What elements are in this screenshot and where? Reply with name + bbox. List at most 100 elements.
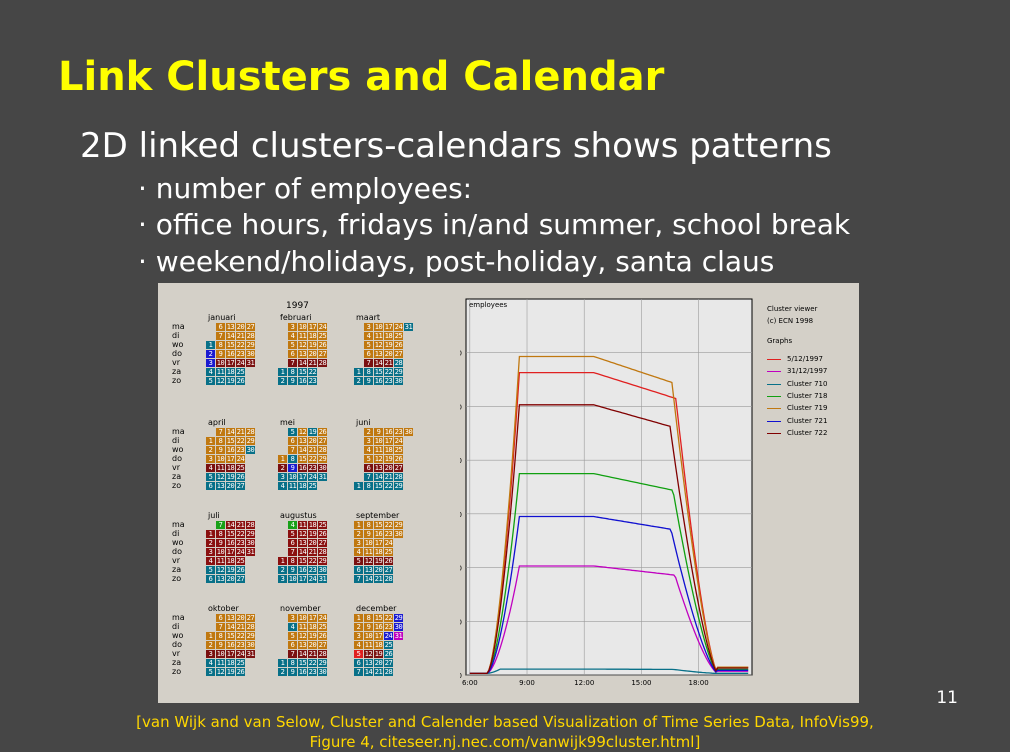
- calendar-day[interactable]: 21: [308, 446, 317, 454]
- calendar-day[interactable]: 10: [374, 437, 383, 445]
- calendar-day[interactable]: 27: [394, 350, 403, 358]
- calendar-day[interactable]: 20: [308, 437, 317, 445]
- calendar-day[interactable]: 14: [226, 623, 235, 631]
- calendar-day[interactable]: 19: [374, 650, 383, 658]
- calendar-day[interactable]: 29: [246, 437, 255, 445]
- calendar-day[interactable]: 9: [288, 668, 297, 676]
- calendar-day[interactable]: 5: [364, 341, 373, 349]
- calendar-day[interactable]: 20: [226, 482, 235, 490]
- calendar-day[interactable]: 3: [206, 548, 215, 556]
- calendar-day[interactable]: 10: [288, 575, 297, 583]
- calendar-day[interactable]: 28: [318, 548, 327, 556]
- calendar-day[interactable]: 27: [236, 482, 245, 490]
- calendar-day[interactable]: 26: [394, 341, 403, 349]
- calendar-day[interactable]: 10: [216, 359, 225, 367]
- calendar-day[interactable]: 13: [216, 575, 225, 583]
- calendar-day[interactable]: 2: [206, 350, 215, 358]
- calendar-day[interactable]: 18: [298, 482, 307, 490]
- calendar-day[interactable]: 22: [384, 521, 393, 529]
- calendar-day[interactable]: 16: [298, 668, 307, 676]
- calendar-day[interactable]: 29: [394, 368, 403, 376]
- calendar-day[interactable]: 9: [216, 446, 225, 454]
- calendar-day[interactable]: 21: [308, 548, 317, 556]
- calendar-day[interactable]: 13: [298, 350, 307, 358]
- calendar-day[interactable]: 9: [216, 539, 225, 547]
- calendar-day[interactable]: 16: [374, 377, 383, 385]
- calendar-day[interactable]: 17: [374, 632, 383, 640]
- calendar-day[interactable]: 14: [226, 332, 235, 340]
- calendar-day[interactable]: 5: [206, 566, 215, 574]
- calendar-day[interactable]: 1: [354, 521, 363, 529]
- calendar-day[interactable]: 17: [384, 437, 393, 445]
- calendar-day[interactable]: 25: [236, 659, 245, 667]
- calendar-day[interactable]: 24: [308, 473, 317, 481]
- calendar-day[interactable]: 11: [364, 641, 373, 649]
- calendar-day[interactable]: 23: [236, 350, 245, 358]
- calendar-day[interactable]: 19: [308, 428, 317, 436]
- calendar-day[interactable]: 26: [318, 632, 327, 640]
- calendar-day[interactable]: 8: [288, 455, 297, 463]
- calendar-day[interactable]: 14: [374, 473, 383, 481]
- calendar-day[interactable]: 4: [206, 557, 215, 565]
- calendar-day[interactable]: 10: [298, 323, 307, 331]
- calendar-day[interactable]: 6: [206, 482, 215, 490]
- calendar-day[interactable]: 11: [216, 368, 225, 376]
- calendar-day[interactable]: 23: [308, 377, 317, 385]
- calendar-day[interactable]: 15: [374, 368, 383, 376]
- calendar-day[interactable]: 12: [298, 428, 307, 436]
- calendar-day[interactable]: 16: [298, 464, 307, 472]
- calendar-day[interactable]: 30: [246, 539, 255, 547]
- calendar-day[interactable]: 14: [226, 428, 235, 436]
- calendar-day[interactable]: 21: [308, 650, 317, 658]
- calendar-day[interactable]: 16: [374, 623, 383, 631]
- calendar-day[interactable]: 19: [226, 668, 235, 676]
- calendar-day[interactable]: 7: [354, 668, 363, 676]
- calendar-day[interactable]: 24: [394, 437, 403, 445]
- calendar-day[interactable]: 18: [384, 446, 393, 454]
- calendar-day[interactable]: 30: [394, 623, 403, 631]
- calendar-day[interactable]: 13: [298, 641, 307, 649]
- calendar-day[interactable]: 8: [288, 368, 297, 376]
- calendar-day[interactable]: 23: [384, 377, 393, 385]
- calendar-day[interactable]: 8: [364, 614, 373, 622]
- calendar-day[interactable]: 22: [308, 368, 317, 376]
- calendar-day[interactable]: 6: [288, 437, 297, 445]
- calendar-day[interactable]: 5: [354, 557, 363, 565]
- calendar-day[interactable]: 14: [226, 521, 235, 529]
- calendar-day[interactable]: 29: [318, 659, 327, 667]
- calendar-day[interactable]: 6: [206, 575, 215, 583]
- calendar-day[interactable]: 26: [318, 530, 327, 538]
- calendar-day[interactable]: 24: [236, 359, 245, 367]
- calendar-day[interactable]: 28: [384, 575, 393, 583]
- calendar-day[interactable]: 30: [246, 446, 255, 454]
- calendar-day[interactable]: 3: [364, 437, 373, 445]
- calendar-day[interactable]: 1: [206, 341, 215, 349]
- calendar-day[interactable]: 27: [394, 464, 403, 472]
- calendar-day[interactable]: 15: [298, 557, 307, 565]
- calendar-day[interactable]: 19: [308, 530, 317, 538]
- calendar-day[interactable]: 29: [394, 521, 403, 529]
- calendar-day[interactable]: 18: [374, 548, 383, 556]
- calendar-day[interactable]: 11: [374, 332, 383, 340]
- calendar-day[interactable]: 20: [308, 350, 317, 358]
- calendar-day[interactable]: 13: [216, 482, 225, 490]
- calendar-day[interactable]: 21: [236, 428, 245, 436]
- calendar-day[interactable]: 12: [298, 341, 307, 349]
- calendar-day[interactable]: 10: [216, 455, 225, 463]
- calendar-day[interactable]: 11: [288, 482, 297, 490]
- calendar-day[interactable]: 1: [278, 557, 287, 565]
- calendar-day[interactable]: 8: [288, 659, 297, 667]
- calendar-day[interactable]: 4: [278, 482, 287, 490]
- calendar-day[interactable]: 10: [288, 473, 297, 481]
- calendar-day[interactable]: 1: [206, 632, 215, 640]
- calendar-day[interactable]: 6: [288, 350, 297, 358]
- calendar-day[interactable]: 22: [236, 632, 245, 640]
- calendar-day[interactable]: 1: [206, 530, 215, 538]
- calendar-day[interactable]: 31: [246, 650, 255, 658]
- calendar-day[interactable]: 31: [246, 359, 255, 367]
- calendar-day[interactable]: 1: [206, 437, 215, 445]
- calendar-day[interactable]: 28: [318, 650, 327, 658]
- calendar-day[interactable]: 7: [216, 623, 225, 631]
- calendar-day[interactable]: 27: [246, 323, 255, 331]
- calendar-day[interactable]: 26: [394, 455, 403, 463]
